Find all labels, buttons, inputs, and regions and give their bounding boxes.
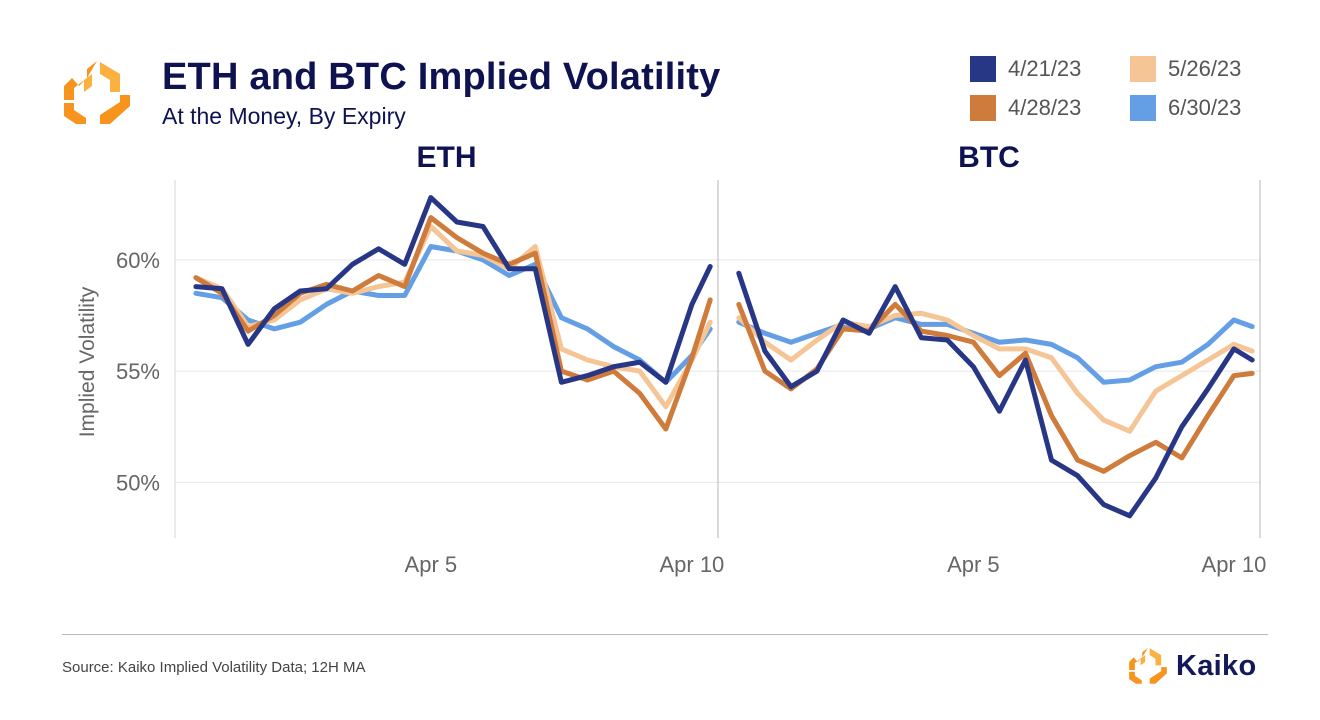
series-line-5-26-23: [193, 224, 713, 410]
x-tick-label: Apr 10: [1202, 552, 1267, 577]
kaiko-mark-icon: [1129, 647, 1167, 684]
kaiko-brand[interactable]: Kaiko: [1128, 644, 1256, 688]
legend-swatch: [970, 95, 996, 121]
volatility-chart: Implied Volatility ETH Apr 5 Apr 10 50% 55% 6…: [76, 141, 1267, 577]
x-tick-label: Apr 10: [659, 552, 724, 577]
series-line-6-30-23: [736, 315, 1255, 385]
footer-divider: [62, 634, 1268, 635]
x-tick-label: Apr 5: [405, 552, 458, 577]
panel-title: ETH: [417, 141, 477, 174]
legend-label: 4/28/23: [1008, 95, 1082, 120]
panel-title: BTC: [958, 141, 1020, 174]
panel-btc: BTC Apr 5 Apr 10: [717, 141, 1267, 577]
chart-title: ETH and BTC Implied Volatility: [162, 56, 721, 98]
legend: 4/21/23 5/26/23 4/28/23 6/30/23: [970, 54, 1270, 134]
legend-swatch: [970, 56, 996, 82]
y-tick-label: 60%: [116, 248, 160, 273]
series-line-5-26-23: [736, 310, 1255, 434]
series-line-4-21-23: [736, 270, 1255, 519]
kaiko-wordmark: Kaiko: [1176, 649, 1257, 682]
legend-item-5-26: 5/26/23: [1130, 54, 1241, 84]
y-tick-label: 50%: [116, 470, 160, 495]
x-tick-label: Apr 5: [947, 552, 1000, 577]
legend-item-6-30: 6/30/23: [1130, 93, 1241, 123]
panel-eth: ETH Apr 5 Apr 10 50% 55% 60%: [116, 141, 724, 577]
y-tick-label: 55%: [116, 359, 160, 384]
legend-swatch: [1130, 56, 1156, 82]
legend-label: 4/21/23: [1008, 56, 1082, 81]
legend-item-4-21: 4/21/23: [970, 54, 1081, 84]
series-line-4-28-23: [736, 301, 1255, 474]
legend-label: 5/26/23: [1168, 56, 1242, 81]
legend-label: 6/30/23: [1168, 95, 1242, 120]
legend-item-4-28: 4/28/23: [970, 93, 1081, 123]
y-axis-title: Implied Volatility: [76, 286, 99, 437]
chart-subtitle: At the Money, By Expiry: [162, 103, 406, 129]
series-line-4-21-23: [193, 195, 713, 385]
kaiko-logo-icon: [64, 61, 130, 124]
source-note: Source: Kaiko Implied Volatility Data; 1…: [62, 659, 366, 676]
series-line-4-28-23: [193, 215, 713, 432]
legend-swatch: [1130, 95, 1156, 121]
